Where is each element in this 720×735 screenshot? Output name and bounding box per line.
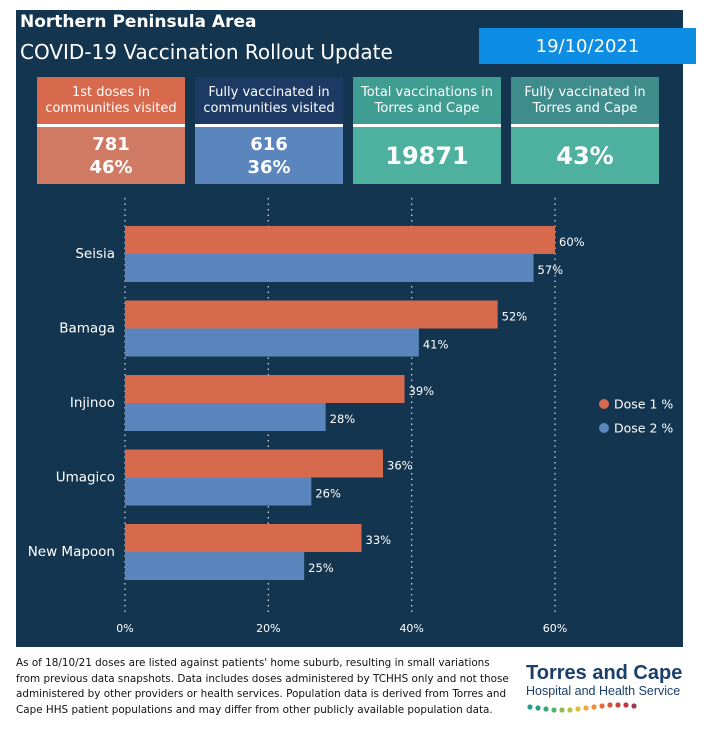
category-label: New Mapoon — [28, 544, 115, 560]
logo-name: Torres and Cape — [526, 662, 683, 684]
card-total-vaccinations-head: Total vaccinations in Torres and Cape — [353, 77, 501, 124]
card-fully-vaccinated-communities-value: 616 — [250, 133, 288, 155]
category-label: Seisia — [75, 246, 115, 262]
bar — [125, 328, 419, 357]
legend-label: Dose 1 % — [614, 397, 673, 412]
logo-dots-icon — [527, 702, 637, 713]
data-label: 25% — [308, 561, 334, 575]
bar — [125, 254, 534, 282]
bar — [125, 226, 555, 254]
data-label: 57% — [538, 263, 564, 277]
category-label: Injinoo — [70, 395, 115, 411]
card-divider — [511, 124, 659, 127]
footer-note: As of 18/10/21 doses are listed against … — [16, 657, 509, 716]
data-label: 36% — [387, 459, 413, 473]
x-tick-label: 0% — [116, 622, 133, 635]
data-label: 39% — [409, 384, 435, 398]
date-badge: 19/10/2021 — [479, 28, 696, 64]
category-label: Bamaga — [59, 321, 115, 337]
card-divider — [37, 124, 185, 127]
data-label: 41% — [423, 338, 449, 352]
card-total-vaccinations-body: 19871 — [353, 127, 501, 184]
card-fully-vaccinated-region-head: Fully vaccinated in Torres and Cape — [511, 77, 659, 124]
data-label: 33% — [366, 533, 392, 547]
bar — [125, 552, 305, 580]
card-first-doses-percent: 46% — [89, 156, 133, 178]
card-total-vaccinations: Total vaccinations in Torres and Cape 19… — [353, 77, 501, 184]
card-total-vaccinations-label: Total vaccinations in Torres and Cape — [361, 84, 493, 116]
card-total-vaccinations-value: 19871 — [385, 141, 469, 170]
data-label: 28% — [330, 412, 356, 426]
data-label: 52% — [502, 310, 528, 324]
x-tick-label: 60% — [543, 622, 567, 635]
card-first-doses-value: 781 — [92, 133, 130, 155]
card-fully-vaccinated-communities-body: 616 36% — [195, 127, 343, 184]
bar — [125, 524, 362, 552]
card-fully-vaccinated-region-value: 43% — [556, 141, 614, 170]
category-label: Umagico — [56, 470, 115, 486]
card-first-doses: 1st doses in communities visited 781 46% — [37, 77, 185, 184]
vaccination-bar-chart: 0% 20% 40% 60% Seisia 60% 57% Bamaga 52% 41% Injin… — [28, 198, 673, 635]
data-label: 60% — [559, 235, 585, 249]
card-first-doses-body: 781 46% — [37, 127, 185, 184]
bar — [125, 477, 312, 506]
data-label: 26% — [315, 487, 341, 501]
card-fully-vaccinated-communities-label: Fully vaccinated in communities visited — [203, 84, 335, 116]
card-fully-vaccinated-communities-percent: 36% — [247, 156, 291, 178]
card-first-doses-head: 1st doses in communities visited — [37, 77, 185, 124]
card-fully-vaccinated-communities-head: Fully vaccinated in communities visited — [195, 77, 343, 124]
x-tick-label: 20% — [256, 622, 280, 635]
logo-subtitle: Hospital and Health Service — [526, 684, 681, 698]
card-fully-vaccinated-communities: Fully vaccinated in communities visited … — [195, 77, 343, 184]
card-fully-vaccinated-region-body: 43% — [511, 127, 659, 184]
bar — [125, 300, 498, 329]
logo: Torres and Cape Hospital and Health Serv… — [526, 662, 706, 722]
page-subtitle: COVID-19 Vaccination Rollout Update — [20, 40, 393, 64]
card-fully-vaccinated-region: Fully vaccinated in Torres and Cape 43% — [511, 77, 659, 184]
card-divider — [195, 124, 343, 127]
bar — [125, 375, 405, 403]
legend-marker — [599, 423, 609, 433]
card-fully-vaccinated-region-label: Fully vaccinated in Torres and Cape — [524, 84, 646, 116]
x-tick-label: 40% — [399, 622, 423, 635]
card-divider — [353, 124, 501, 127]
legend-marker — [599, 399, 609, 409]
bar — [125, 403, 326, 431]
legend-label: Dose 2 % — [614, 421, 673, 436]
page-title: Northern Peninsula Area — [20, 12, 257, 32]
bar — [125, 449, 383, 478]
card-first-doses-label: 1st doses in communities visited — [45, 84, 177, 116]
